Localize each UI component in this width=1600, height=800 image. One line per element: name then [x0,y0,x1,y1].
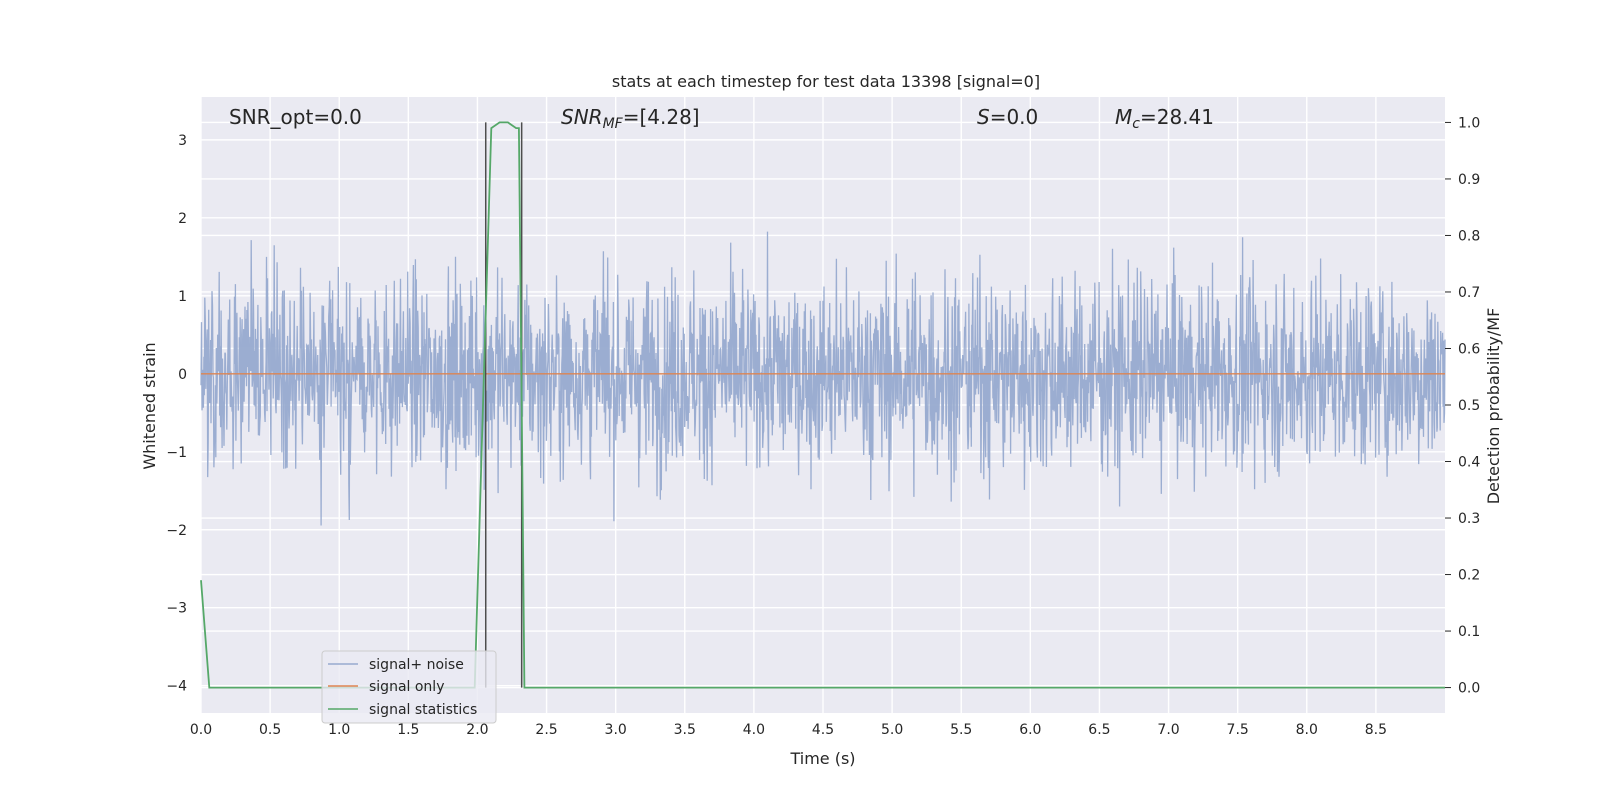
y-right-tick-label: 0.3 [1458,511,1480,527]
legend-label-signal-noise: signal+ noise [369,657,464,673]
signal-statistics-line [200,121,1445,689]
y-right-tick-label: 0.7 [1458,285,1480,301]
mc-annotation: Mc=28.41 [1115,105,1214,132]
x-tick-label: 1.0 [328,722,350,738]
x-tick-label: 3.0 [605,722,627,738]
y-left-tick-label: −1 [166,445,187,461]
x-tick-label: 4.5 [812,722,834,738]
y-right-tick-label: 0.9 [1458,172,1480,188]
y-left-tick-label: −4 [166,679,187,695]
x-tick-label: 5.5 [950,722,972,738]
x-tick-label: 7.5 [1227,722,1249,738]
s-main: S [977,105,990,129]
x-tick-label: 4.0 [743,722,765,738]
signal-statistics-series [200,121,1445,689]
y-right-tick-label: 0.0 [1458,681,1480,697]
snr-opt-annotation: SNR_opt=0.0 [229,105,362,129]
snr-mf-main: SNR [561,105,603,129]
y-left-tick-label: 0 [178,367,187,383]
x-tick-label: 6.5 [1088,722,1110,738]
y-left-axis-ticks: −4 −3 −2 −1 0 1 2 3 [166,133,187,695]
x-tick-label: 8.5 [1365,722,1387,738]
y-right-tick-label: 0.5 [1458,398,1480,414]
x-axis-ticks: 0.0 0.5 1.0 1.5 2.0 2.5 3.0 3.5 4.0 4.5 5.0 5.5 6.0 6… [190,722,1387,738]
y-left-tick-label: 3 [178,133,187,149]
y-left-tick-label: −3 [166,601,187,617]
snr-mf-value: =[4.28] [623,105,700,129]
x-tick-label: 1.5 [397,722,419,738]
x-tick-label: 3.5 [674,722,696,738]
y-left-tick-label: −2 [166,523,187,539]
legend: signal+ noise signal only signal statist… [321,650,497,724]
y-right-axis-ticks: 0.0 0.1 0.2 0.3 0.4 0.5 0.6 0.7 0.8 0.9 1.0 [1445,115,1480,697]
y-right-tick-label: 0.4 [1458,455,1480,471]
mc-value: =28.41 [1140,105,1214,129]
snr-mf-annotation: SNRMF=[4.28] [561,105,700,132]
x-tick-label: 6.0 [1019,722,1041,738]
y-right-tick-label: 1.0 [1458,115,1480,131]
y-right-tick-label: 0.6 [1458,341,1480,357]
x-tick-label: 2.5 [535,722,557,738]
s-annotation: S=0.0 [977,105,1038,129]
y-right-tick-label: 0.1 [1458,624,1480,640]
legend-label-signal-only: signal only [369,679,444,695]
signal-noise-series [200,231,1446,526]
x-tick-label: 0.0 [190,722,212,738]
x-tick-label: 7.0 [1157,722,1179,738]
x-axis-label: Time (s) [789,749,855,768]
x-tick-label: 2.0 [466,722,488,738]
s-value: =0.0 [990,105,1039,129]
y-right-axis-label: Detection probability/MF [1484,308,1503,505]
legend-box [321,650,497,724]
y-left-axis-label: Whitened strain [140,342,159,469]
legend-label-signal-statistics: signal statistics [369,702,477,718]
mc-sub: c [1132,116,1140,132]
x-tick-label: 8.0 [1296,722,1318,738]
chart-title: stats at each timestep for test data 133… [612,72,1040,91]
snr-mf-sub: MF [603,116,624,132]
y-left-tick-label: 2 [178,211,187,227]
x-tick-label: 5.0 [881,722,903,738]
y-right-tick-label: 0.8 [1458,228,1480,244]
mc-main: M [1115,105,1132,129]
x-tick-label: 0.5 [259,722,281,738]
signal-noise-line [200,231,1446,526]
y-left-tick-label: 1 [178,289,187,305]
y-right-tick-label: 0.2 [1458,568,1480,584]
